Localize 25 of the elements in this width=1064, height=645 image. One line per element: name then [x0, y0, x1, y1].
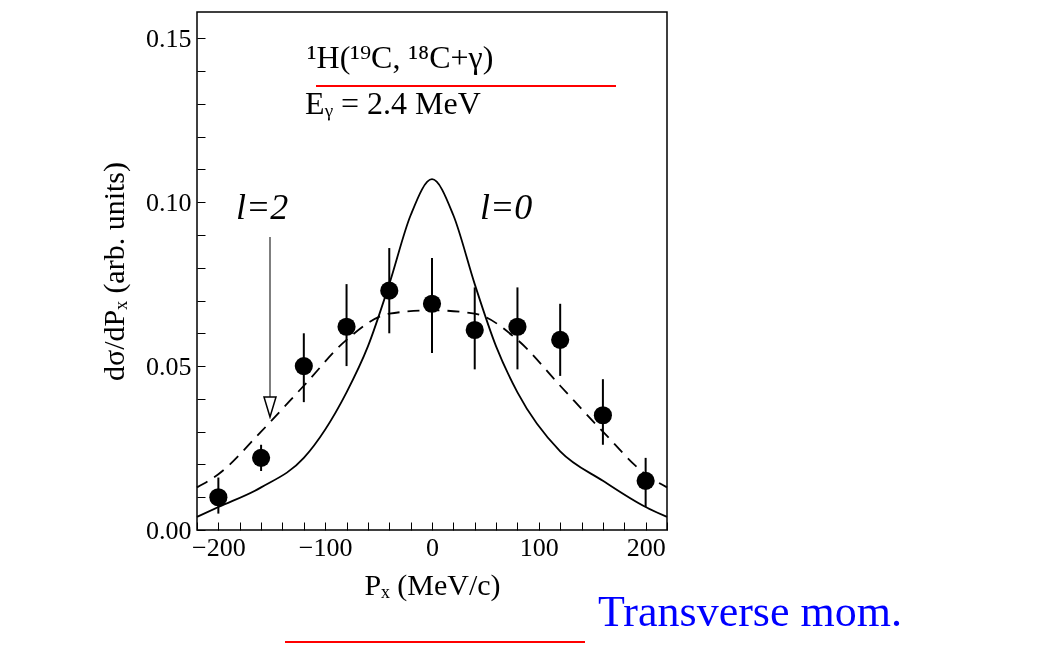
x-tick-label: −100: [298, 532, 353, 562]
text: ¹H(¹⁹C, ¹⁸C+γ): [307, 39, 494, 75]
text: Eᵧ = 2.4 MeV: [305, 85, 481, 121]
y-tick-label: 0.10: [146, 187, 192, 217]
point: [294, 357, 313, 376]
annotation: l=0: [480, 186, 533, 228]
y-tick-label: 0.00: [146, 515, 192, 545]
x-axis-title: Pₓ (MeV/c): [364, 567, 501, 602]
x-tick-label: 0: [426, 532, 439, 562]
annotation: l=2: [236, 186, 289, 228]
point: [209, 488, 228, 507]
point: [508, 317, 527, 336]
y-axis-title: dσ/dPₓ (arb. units): [97, 161, 131, 382]
point: [551, 330, 570, 349]
x-tick-label: 200: [626, 532, 666, 562]
y-tick-label: 0.15: [146, 23, 192, 53]
point: [593, 406, 612, 425]
point: [337, 317, 356, 336]
y-tick-label: 0.05: [146, 351, 192, 381]
x-tick-label: −200: [192, 532, 246, 562]
point: [465, 320, 484, 340]
point: [422, 294, 442, 313]
x-tick-label: 100: [519, 532, 559, 562]
text: Transverse mom.: [598, 586, 902, 637]
point: [252, 448, 271, 467]
